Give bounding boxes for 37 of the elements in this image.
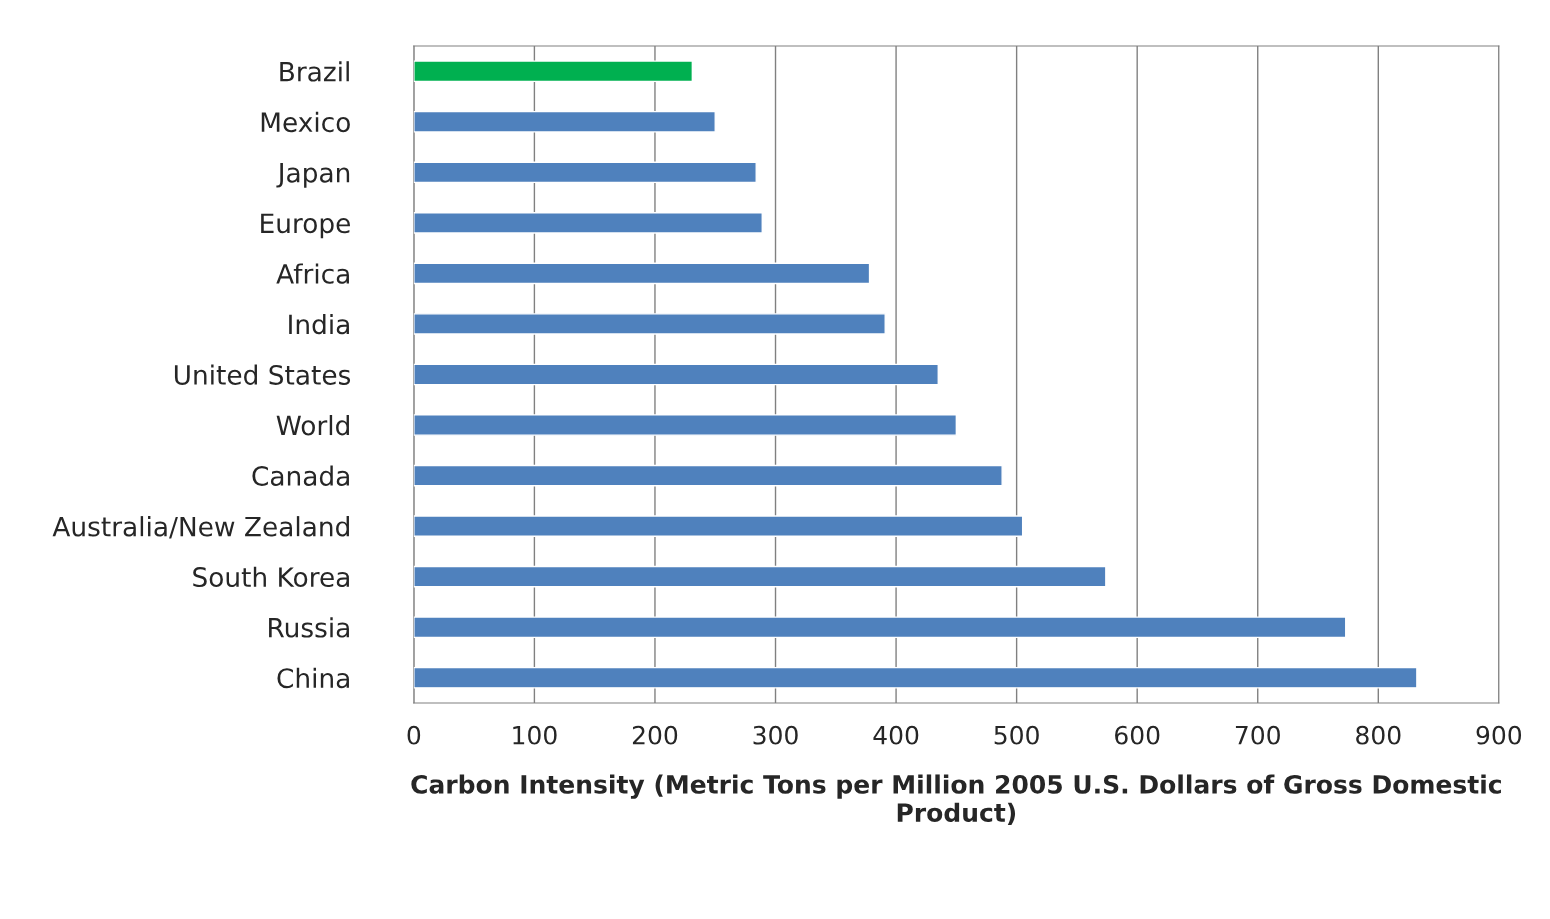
y-tick-label: Brazil <box>280 61 349 82</box>
x-axis-title: Carbon Intensity (Metric Tons per Million 2005 U.S. Dollars of Gross Domestic Product) <box>411 774 1501 825</box>
bar <box>413 262 871 285</box>
x-tick-label: 500 <box>994 725 1039 745</box>
x-tick-label: 100 <box>513 725 557 745</box>
y-tick-label: Canada <box>252 465 349 486</box>
x-tick-label: 600 <box>1115 725 1160 745</box>
y-tick-label: Australia/New Zealand <box>52 516 349 539</box>
bar <box>413 666 1418 689</box>
x-tick-label: 400 <box>873 725 919 745</box>
x-tick-label: 800 <box>1356 725 1401 745</box>
y-tick-label: China <box>277 667 349 689</box>
bar <box>413 414 958 436</box>
x-tick-label: 700 <box>1235 725 1280 745</box>
y-tick-label: Russia <box>269 617 349 638</box>
x-tick-label: 300 <box>753 725 798 745</box>
bar <box>413 616 1347 639</box>
bar <box>413 212 763 234</box>
y-tick-label: Mexico <box>261 111 350 133</box>
x-tick-label: 900 <box>1476 725 1522 745</box>
bar <box>413 161 757 184</box>
bar <box>413 464 1003 487</box>
bar <box>413 313 886 335</box>
y-tick-label: India <box>289 313 349 335</box>
bar <box>413 60 694 83</box>
bar <box>413 565 1107 588</box>
y-tick-label: World <box>276 415 349 436</box>
y-tick-label: Africa <box>276 263 349 284</box>
bar <box>413 110 716 133</box>
bar <box>413 515 1024 537</box>
y-tick-label: United States <box>174 364 351 385</box>
bar <box>413 363 939 386</box>
x-tick-label: 200 <box>632 725 678 745</box>
y-tick-label: South Korea <box>193 566 349 588</box>
y-tick-label: Europe <box>261 213 350 239</box>
x-tick-label: 0 <box>407 725 421 745</box>
y-tick-label: Japan <box>276 163 350 188</box>
